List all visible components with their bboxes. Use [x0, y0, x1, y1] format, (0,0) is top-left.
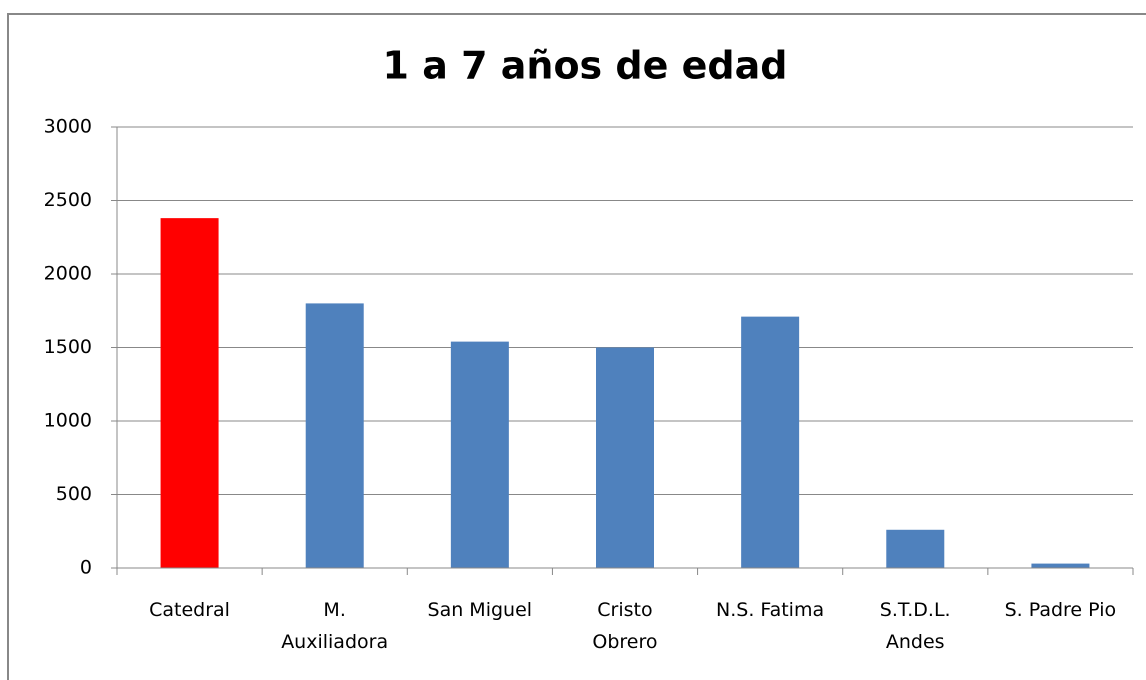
y-tick-label: 2500 [44, 189, 92, 211]
bar [160, 218, 219, 568]
x-tick-label: N.S. Fatima [716, 599, 825, 621]
bar [450, 341, 509, 568]
bar [596, 347, 654, 568]
y-tick-label: 2000 [44, 263, 92, 285]
x-tick-label: S. Padre Pio [1004, 599, 1117, 621]
x-tick-label: San Miguel [427, 599, 533, 621]
y-tick-label: 500 [56, 483, 92, 505]
y-tick-label: 3000 [44, 116, 92, 138]
bar [741, 316, 800, 568]
bar [1031, 563, 1090, 568]
x-tick-label: Cristo Obrero [592, 599, 658, 653]
y-tick-label: 1500 [44, 336, 92, 358]
chart-title: 1 a 7 años de edad [383, 44, 788, 88]
x-tick-label: Catedral [149, 599, 230, 621]
x-tick-label: S.T.D.L. Andes [879, 599, 951, 653]
bar [305, 303, 364, 568]
x-tick-label: M. Auxiliadora [281, 599, 389, 653]
bar [886, 529, 945, 568]
y-tick-label: 0 [80, 557, 92, 579]
y-tick-label: 1000 [44, 410, 92, 432]
